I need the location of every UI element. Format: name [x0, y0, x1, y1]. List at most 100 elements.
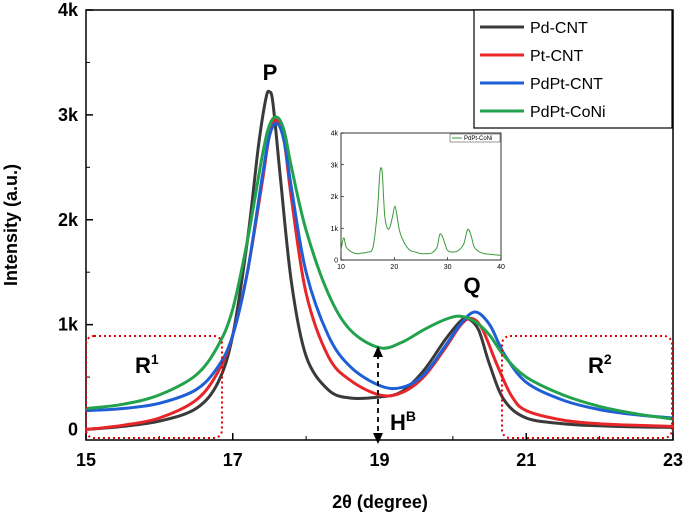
data-point	[279, 177, 282, 179]
inset-y-tick-label: 3k	[331, 162, 339, 169]
data-point	[400, 392, 403, 394]
x-tick-label: 23	[663, 450, 683, 470]
legend-label: PdPt-CNT	[530, 76, 603, 93]
data-point	[217, 344, 219, 347]
inset-chart: 10 20 30 40 0 1k 2k 3k 4k PdPt-CoNi	[331, 131, 505, 272]
data-point	[562, 394, 564, 396]
data-point	[444, 318, 447, 321]
inset-legend-box	[449, 133, 501, 143]
x-tick-label: 17	[223, 450, 243, 470]
data-point	[327, 388, 329, 391]
y-tick-label: 3k	[58, 105, 79, 125]
data-point	[121, 424, 124, 427]
data-point	[305, 271, 307, 274]
data-point	[378, 396, 381, 398]
data-point	[378, 394, 381, 396]
data-point	[496, 363, 498, 366]
annotation-hb-sup: B	[406, 408, 416, 424]
data-point	[158, 394, 161, 396]
data-point	[474, 320, 476, 323]
x-axis-title: 2θ (degree)	[332, 492, 428, 512]
data-point	[217, 371, 219, 373]
data-point	[635, 424, 638, 427]
data-point	[257, 145, 260, 148]
data-point	[217, 381, 219, 384]
y-tick-label: 2k	[58, 210, 79, 230]
legend: Pd-CNT Pt-CNT PdPt-CNT PdPt-CoNi	[473, 9, 673, 129]
data-point	[246, 271, 249, 274]
inset-ticks: 10 20 30 40 0 1k 2k 3k 4k	[331, 131, 505, 272]
data-point	[276, 119, 278, 121]
data-point	[349, 397, 352, 399]
data-point	[400, 341, 403, 344]
data-point	[444, 338, 447, 341]
inset-legend-label: PdPt-CoNi	[464, 136, 492, 142]
data-point	[305, 355, 307, 357]
annotation-r2-sup: 2	[604, 351, 612, 367]
data-point	[290, 187, 293, 190]
legend-box	[473, 9, 673, 129]
data-point	[290, 166, 293, 169]
data-point	[562, 399, 564, 401]
data-point	[503, 399, 506, 401]
data-point	[562, 419, 564, 421]
data-point	[195, 407, 197, 410]
annotation-p: P	[263, 60, 278, 85]
data-point	[217, 365, 219, 368]
data-point	[378, 384, 381, 387]
annotation-hb-letter: H	[390, 410, 406, 435]
data-point	[121, 403, 124, 406]
data-point	[422, 370, 425, 372]
data-point	[268, 135, 271, 137]
annotation-hb: HB	[390, 408, 416, 435]
data-point	[265, 98, 267, 100]
data-point	[672, 425, 674, 428]
inset-y-tick-label: 4k	[331, 131, 339, 138]
legend-label: PdPt-CoNi	[530, 104, 606, 121]
legend-label: Pd-CNT	[530, 20, 588, 37]
legend-items: Pd-CNT Pt-CNT PdPt-CNT PdPt-CoNi	[480, 20, 606, 121]
data-point	[246, 239, 249, 242]
data-point	[195, 399, 197, 401]
annotation-q: Q	[463, 273, 480, 298]
inset-series	[340, 167, 502, 256]
data-point	[525, 409, 528, 412]
y-tick-labels: 0 1k 2k 3k 4k	[58, 0, 79, 440]
data-point	[488, 363, 491, 366]
inset-x-tick-label: 40	[497, 264, 505, 271]
data-point	[158, 420, 161, 422]
data-point	[261, 156, 263, 158]
data-point	[598, 405, 601, 408]
legend-label: Pt-CNT	[530, 48, 584, 65]
data-point	[283, 129, 285, 132]
hb-arrow-down-head	[373, 433, 383, 444]
series-line-pdpt-coni	[85, 115, 674, 421]
hb-arrow-up-head	[373, 346, 383, 357]
data-point	[290, 281, 293, 284]
data-point	[525, 381, 528, 384]
data-point	[272, 103, 274, 106]
annotation-r1-letter: R	[135, 353, 151, 378]
y-tick-label: 4k	[58, 0, 79, 20]
inset-y-tick-label: 2k	[331, 194, 339, 201]
data-point	[305, 292, 307, 295]
data-point	[422, 374, 425, 376]
data-point	[422, 329, 425, 331]
data-point	[276, 116, 278, 118]
data-point	[459, 315, 462, 318]
data-point	[503, 355, 506, 357]
data-point	[305, 229, 307, 231]
data-point	[195, 388, 197, 391]
data-point	[488, 323, 491, 326]
data-point	[232, 334, 234, 336]
inset-x-tick-label: 30	[444, 264, 452, 271]
data-point	[349, 329, 352, 331]
data-point	[121, 407, 124, 410]
series-lines	[85, 89, 674, 431]
data-point	[276, 122, 278, 125]
data-point	[327, 355, 329, 357]
data-point	[474, 311, 476, 313]
data-point	[477, 329, 480, 331]
data-point	[598, 425, 601, 427]
